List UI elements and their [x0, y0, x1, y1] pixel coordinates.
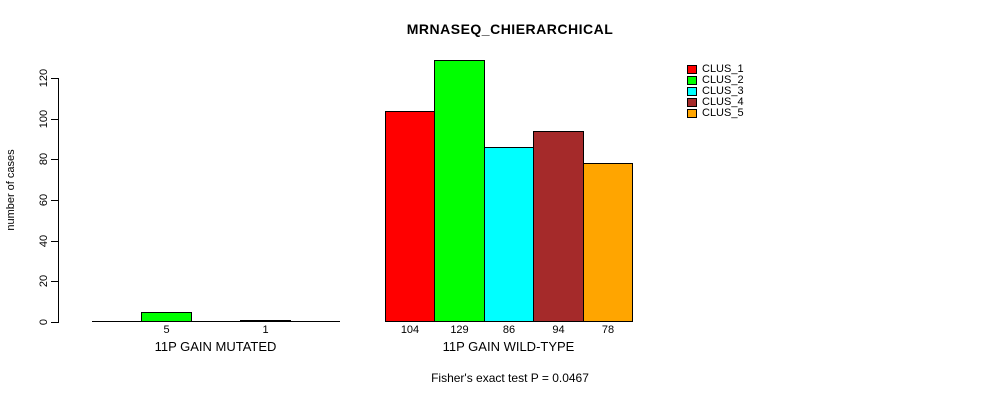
legend: CLUS_1 CLUS_2 CLUS_3 CLUS_4 CLUS_5 [687, 64, 744, 119]
bar-clus_1 [385, 111, 435, 322]
bar-zero-clus_5 [290, 321, 340, 322]
x-group-label: 11P GAIN MUTATED [154, 339, 277, 354]
legend-item-label: CLUS_2 [702, 74, 744, 86]
y-tick-label: 40 [38, 234, 50, 248]
bar-clus_4 [533, 131, 584, 322]
bar-value-label: 129 [450, 324, 469, 336]
bar-value-label: 104 [400, 324, 420, 336]
x-group-label: 11P GAIN WILD-TYPE [442, 339, 575, 354]
legend-item: CLUS_5 [687, 108, 744, 119]
bar-zero-clus_1 [92, 321, 142, 322]
y-tick-mark [51, 281, 58, 282]
legend-item-label: CLUS_3 [702, 85, 744, 97]
bar-value-label: 94 [552, 324, 565, 336]
y-tick-mark [51, 159, 58, 160]
bar-value-label: 86 [502, 324, 516, 336]
bar-clus_4 [240, 320, 291, 322]
bar-value-label: 5 [163, 324, 170, 336]
legend-item-label: CLUS_4 [702, 96, 744, 108]
y-axis-label: number of cases [5, 149, 17, 231]
y-tick-mark [51, 241, 58, 242]
chart-subtitle: Fisher's exact test P = 0.0467 [431, 371, 589, 385]
chart-title: MRNASEQ_CHIERARCHICAL [406, 21, 614, 37]
bar-clus_3 [484, 147, 534, 322]
y-tick-label: 120 [38, 68, 50, 88]
y-tick-mark [51, 119, 58, 120]
bar-clus_5 [583, 163, 633, 322]
y-tick-label: 60 [38, 193, 50, 207]
legend-color-swatch-icon [687, 98, 697, 107]
y-tick-label: 100 [38, 109, 50, 129]
legend-item: CLUS_2 [687, 75, 744, 86]
bar-zero-clus_3 [191, 321, 241, 322]
legend-item-label: CLUS_5 [702, 107, 744, 119]
y-axis-line [58, 78, 59, 323]
y-tick-mark [51, 200, 58, 201]
legend-item: CLUS_1 [687, 64, 744, 75]
y-tick-mark [51, 78, 58, 79]
bar-value-label: 1 [262, 324, 269, 336]
bar-clus_2 [434, 60, 485, 322]
legend-color-swatch-icon [687, 65, 697, 74]
bar-value-label: 78 [601, 324, 615, 336]
bar-clus_2 [141, 312, 192, 322]
y-tick-label: 80 [38, 152, 50, 166]
legend-item-label: CLUS_1 [702, 63, 744, 75]
legend-item: CLUS_3 [687, 86, 744, 97]
y-tick-label: 0 [38, 318, 50, 326]
legend-color-swatch-icon [687, 87, 697, 96]
y-tick-label: 20 [38, 274, 50, 288]
legend-item: CLUS_4 [687, 97, 744, 108]
y-tick-mark [51, 322, 58, 323]
legend-color-swatch-icon [687, 109, 697, 118]
legend-color-swatch-icon [687, 76, 697, 85]
